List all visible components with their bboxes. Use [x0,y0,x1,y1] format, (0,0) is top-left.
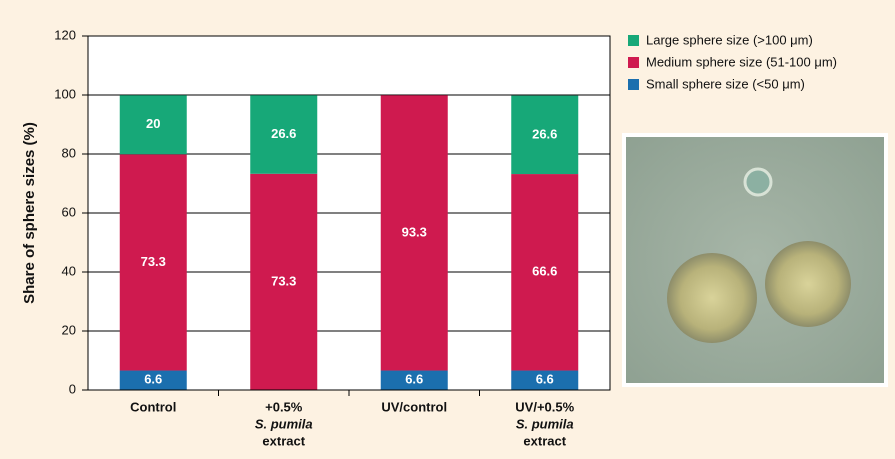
x-tick-label: S. pumila [255,416,313,431]
x-tick-label: UV/control [381,399,447,414]
y-tick-label: 120 [54,27,76,42]
y-axis-title: Share of sphere sizes (%) [21,122,38,304]
chart: Share of sphere sizes (%) 0 20 40 60 80 100 12… [0,0,895,459]
legend-swatch [628,57,639,68]
y-tick-label: 100 [54,86,76,101]
value-label: 6.6 [536,372,554,387]
value-label: 73.3 [141,254,166,269]
photo [622,133,888,387]
x-tick-label: +0.5% [265,399,303,414]
legend-swatch [628,35,639,46]
legend-swatch [628,79,639,90]
legend-label: Large sphere size (>100 μm) [646,32,813,47]
x-tick-label: extract [262,433,305,448]
value-label: 93.3 [402,224,427,239]
y-tick-label: 60 [62,204,76,219]
x-tick-label: S. pumila [516,416,574,431]
value-label: 73.3 [271,273,296,288]
legend-label: Medium sphere size (51-100 μm) [646,54,837,69]
y-tick-label: 80 [62,145,76,160]
y-tick-label: 40 [62,263,76,278]
value-label: 20 [146,116,160,131]
y-tick-label: 0 [69,381,76,396]
y-tick-label: 20 [62,322,76,337]
x-tick-label: extract [523,433,566,448]
value-label: 6.6 [144,372,162,387]
value-label: 6.6 [405,372,423,387]
value-label: 66.6 [532,264,557,279]
x-tick-label: UV/+0.5% [515,399,574,414]
legend-label: Small sphere size (<50 μm) [646,76,805,91]
value-label: 26.6 [532,126,557,141]
value-label: 26.6 [271,126,296,141]
x-tick-label: Control [130,399,176,414]
